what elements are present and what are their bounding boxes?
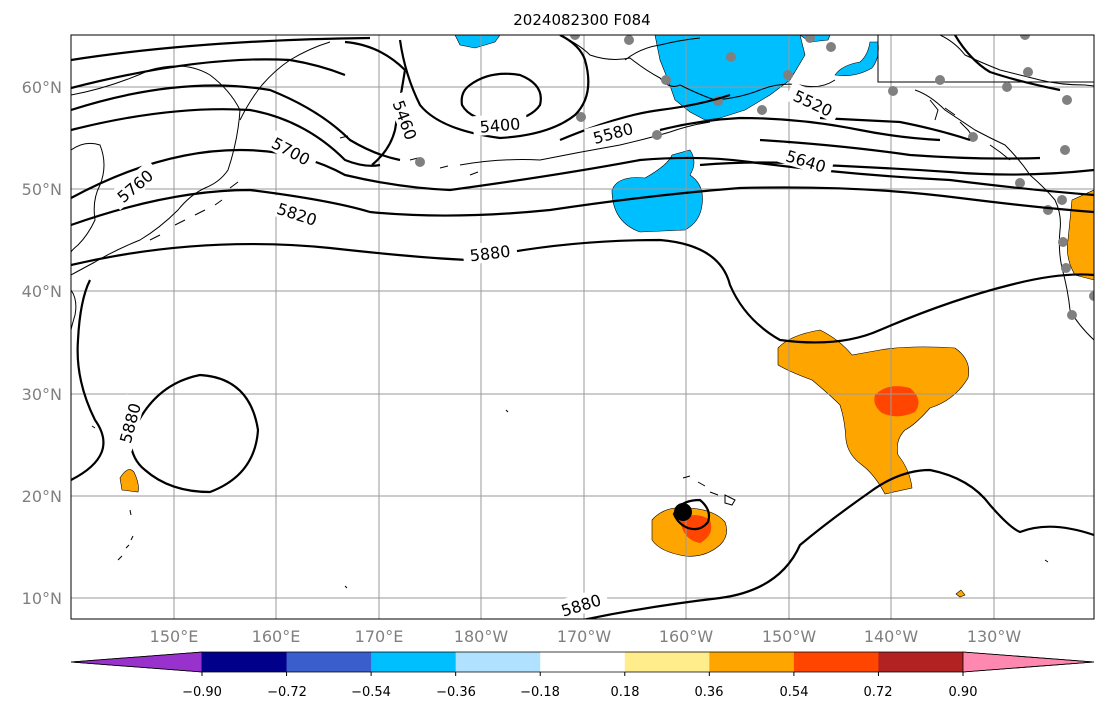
colorbar-segment xyxy=(540,652,626,672)
colorbar-segment xyxy=(202,652,288,672)
colorbar-tick-labels: −0.90 −0.72 −0.54 −0.36 −0.18 0.18 0.36 … xyxy=(182,685,977,700)
colorbar-segment xyxy=(371,652,457,672)
colorbar-extend-min xyxy=(70,651,203,673)
colorbar-tick-label: −0.54 xyxy=(351,685,391,700)
colorbar-segment xyxy=(878,652,964,672)
negative-anomaly-fills xyxy=(454,35,879,233)
lon-label: 160°E xyxy=(252,627,301,646)
colorbar-tick-label: −0.90 xyxy=(182,685,222,700)
longitude-labels: 150°E 160°E 170°E 180°W 170°W 160°W 150°… xyxy=(150,627,1022,646)
lat-label: 60°N xyxy=(22,78,62,97)
colorbar-segment xyxy=(455,652,541,672)
colorbar-tick-label: 0.36 xyxy=(695,685,724,700)
latitude-labels: 60°N 50°N 40°N 30°N 20°N 10°N xyxy=(22,78,62,608)
lon-label: 130°W xyxy=(967,627,1022,646)
lon-label: 150°E xyxy=(150,627,199,646)
station-markers xyxy=(415,35,1094,320)
colorbar-tick-label: −0.72 xyxy=(267,685,307,700)
colorbar-tick-label: 0.18 xyxy=(611,685,640,700)
lat-label: 40°N xyxy=(22,282,62,301)
lon-label: 150°W xyxy=(762,627,817,646)
colorbar-tick-label: −0.18 xyxy=(520,685,560,700)
colorbar-tick-label: −0.36 xyxy=(436,685,476,700)
lat-label: 10°N xyxy=(22,589,62,608)
lat-label: 20°N xyxy=(22,487,62,506)
colorbar-tick-label: 0.90 xyxy=(949,685,978,700)
colorbar-tick-label: 0.72 xyxy=(864,685,893,700)
lat-label: 50°N xyxy=(22,180,62,199)
colorbar-extend-max xyxy=(962,651,1095,673)
map-area: 5400 5460 5520 5580 5640 5700 5760 5820 … xyxy=(71,35,1094,619)
colorbar xyxy=(70,651,1095,676)
height-contours xyxy=(71,35,1094,619)
colorbar-tick-label: 0.54 xyxy=(780,685,809,700)
colorbar-segment xyxy=(624,652,710,672)
contour-label: 5400 xyxy=(479,114,521,136)
contour-label: 5880 xyxy=(469,242,512,266)
colorbar-segment xyxy=(286,652,372,672)
colorbar-segment xyxy=(793,652,879,672)
lon-label: 140°W xyxy=(864,627,919,646)
colorbar-segment xyxy=(709,652,795,672)
lon-label: 180°W xyxy=(454,627,509,646)
graticule xyxy=(71,35,1094,619)
lon-label: 160°W xyxy=(659,627,714,646)
lat-label: 30°N xyxy=(22,385,62,404)
map-title: 2024082300 F084 xyxy=(513,11,650,29)
lon-label: 170°E xyxy=(355,627,404,646)
map-frame xyxy=(70,34,1095,620)
lon-label: 170°W xyxy=(557,627,612,646)
